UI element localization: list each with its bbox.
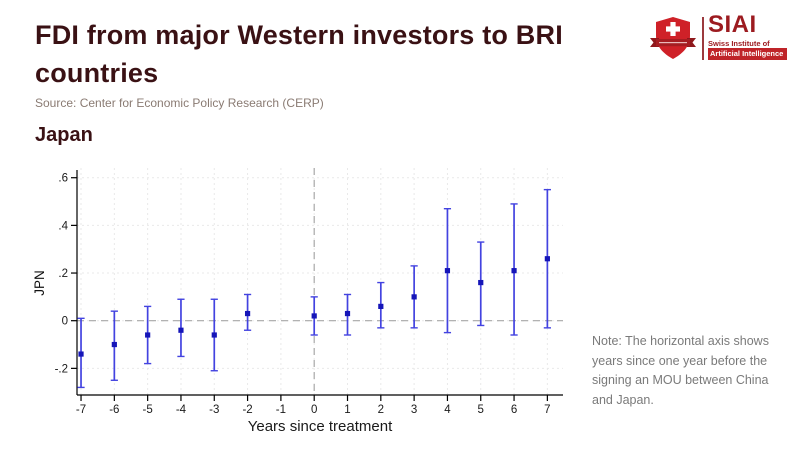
- svg-text:-7: -7: [76, 404, 86, 416]
- logo-acronym: SIAI: [708, 11, 757, 38]
- svg-text:3: 3: [411, 404, 417, 416]
- siai-shield-icon: [650, 17, 696, 59]
- svg-text:-3: -3: [209, 404, 219, 416]
- svg-text:.4: .4: [58, 220, 68, 232]
- page-title: FDI from major Western investors to BRI …: [35, 20, 563, 89]
- chart-subtitle-japan: Japan: [35, 124, 93, 146]
- logo-org-line2: Artificial Intelligence: [708, 48, 788, 60]
- svg-text:5: 5: [478, 404, 484, 416]
- svg-text:0: 0: [62, 316, 68, 328]
- svg-text:.6: .6: [58, 173, 68, 185]
- svg-text:2: 2: [378, 404, 384, 416]
- svg-text:7: 7: [544, 404, 550, 416]
- svg-text:-4: -4: [176, 404, 187, 416]
- logo-divider: [702, 17, 704, 60]
- siai-logo: SIAI Swiss Institute of Artificial Intel…: [648, 13, 793, 63]
- footnote: Note: The horizontal axis shows years si…: [592, 334, 769, 407]
- svg-text:1: 1: [344, 404, 350, 416]
- svg-text:4: 4: [444, 404, 451, 416]
- svg-text:-.2: -.2: [55, 363, 68, 375]
- svg-text:6: 6: [511, 404, 517, 416]
- source-caption: Source: Center for Economic Policy Resea…: [35, 96, 324, 110]
- event-study-chart-container: .6 .4 .2 0 -.2 -7 -6 -5 -4 -3 -2 -1 0 1 2 3 4 5 6 7 JPN Yea…: [30, 162, 575, 444]
- svg-text:0: 0: [311, 404, 317, 416]
- svg-text:-1: -1: [276, 404, 286, 416]
- event-study-chart: .6 .4 .2 0 -.2 -7 -6 -5 -4 -3 -2 -1 0 1 2 3 4 5 6 7 JPN Yea…: [32, 168, 563, 435]
- svg-text:.2: .2: [58, 268, 68, 280]
- svg-text:-2: -2: [242, 404, 252, 416]
- y-axis-title: JPN: [32, 270, 47, 296]
- logo-org-line1: Swiss Institute of: [708, 39, 770, 48]
- svg-text:-5: -5: [143, 404, 153, 416]
- x-axis-title: Years since treatment: [248, 418, 393, 435]
- svg-text:-6: -6: [109, 404, 119, 416]
